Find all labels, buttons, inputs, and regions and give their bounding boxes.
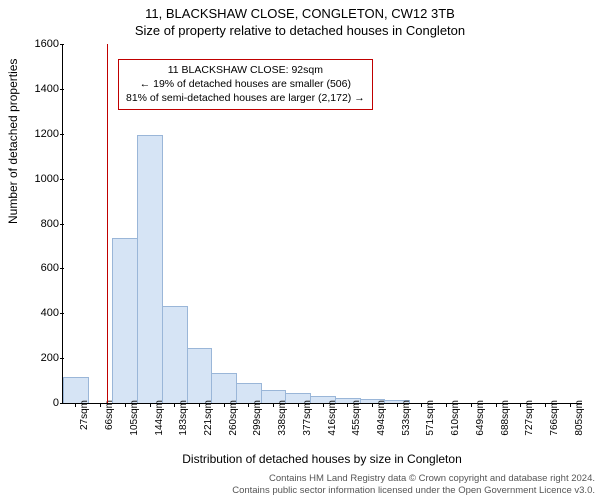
y-tick: 1400 — [25, 83, 59, 95]
y-tick: 0 — [25, 397, 59, 409]
x-tick: 494sqm — [376, 400, 387, 436]
x-tick-mark — [323, 403, 324, 407]
x-tick-mark — [372, 403, 373, 407]
attribution-footer: Contains HM Land Registry data © Crown c… — [5, 473, 595, 497]
x-tick-mark — [471, 403, 472, 407]
histogram-bar — [187, 348, 213, 403]
x-tick: 27sqm — [79, 400, 90, 430]
x-tick: 688sqm — [500, 400, 511, 436]
x-tick-mark — [248, 403, 249, 407]
chart-title-sub: Size of property relative to detached ho… — [0, 21, 600, 38]
x-tick-mark — [273, 403, 274, 407]
y-tick: 400 — [25, 307, 59, 319]
x-tick: 416sqm — [327, 400, 338, 436]
callout-line: ← 19% of detached houses are smaller (50… — [126, 77, 365, 91]
x-tick-mark — [199, 403, 200, 407]
plot-area: 0200400600800100012001400160027sqm66sqm1… — [62, 44, 582, 404]
x-tick: 766sqm — [549, 400, 560, 436]
x-tick: 299sqm — [252, 400, 263, 436]
x-tick: 183sqm — [178, 400, 189, 436]
histogram-chart: 11, BLACKSHAW CLOSE, CONGLETON, CW12 3TB… — [0, 0, 600, 500]
y-axis-label: Number of detached properties — [6, 59, 20, 224]
y-tick: 600 — [25, 262, 59, 274]
x-tick-mark — [570, 403, 571, 407]
x-tick: 221sqm — [203, 400, 214, 436]
x-axis-label: Distribution of detached houses by size … — [62, 452, 582, 466]
histogram-bar — [112, 238, 138, 403]
histogram-bar — [137, 135, 163, 403]
x-tick: 571sqm — [425, 400, 436, 436]
x-tick-mark — [174, 403, 175, 407]
x-tick-mark — [421, 403, 422, 407]
x-tick-mark — [125, 403, 126, 407]
x-tick: 455sqm — [351, 400, 362, 436]
footer-line-2: Contains public sector information licen… — [5, 485, 595, 497]
callout-line: 11 BLACKSHAW CLOSE: 92sqm — [126, 63, 365, 77]
y-tick: 200 — [25, 352, 59, 364]
x-tick-mark — [397, 403, 398, 407]
x-tick: 338sqm — [277, 400, 288, 436]
x-tick: 533sqm — [401, 400, 412, 436]
x-tick: 105sqm — [129, 400, 140, 436]
x-tick: 610sqm — [450, 400, 461, 436]
y-tick: 800 — [25, 218, 59, 230]
callout-line: 81% of semi-detached houses are larger (… — [126, 91, 365, 105]
x-tick-mark — [446, 403, 447, 407]
x-tick-mark — [150, 403, 151, 407]
x-tick-mark — [520, 403, 521, 407]
x-tick: 260sqm — [228, 400, 239, 436]
footer-line-1: Contains HM Land Registry data © Crown c… — [5, 473, 595, 485]
y-tick: 1000 — [25, 173, 59, 185]
x-tick: 727sqm — [524, 400, 535, 436]
x-tick-mark — [496, 403, 497, 407]
x-tick: 144sqm — [154, 400, 165, 436]
histogram-bar — [211, 373, 237, 403]
y-tick: 1200 — [25, 128, 59, 140]
x-tick-mark — [298, 403, 299, 407]
x-tick: 805sqm — [574, 400, 585, 436]
x-tick: 649sqm — [475, 400, 486, 436]
x-tick-mark — [224, 403, 225, 407]
x-tick-mark — [347, 403, 348, 407]
x-tick-mark — [545, 403, 546, 407]
x-tick: 66sqm — [104, 400, 115, 430]
chart-title-address: 11, BLACKSHAW CLOSE, CONGLETON, CW12 3TB — [0, 0, 600, 21]
x-tick-mark — [100, 403, 101, 407]
x-tick: 377sqm — [302, 400, 313, 436]
x-tick-mark — [75, 403, 76, 407]
property-callout: 11 BLACKSHAW CLOSE: 92sqm← 19% of detach… — [118, 59, 373, 110]
histogram-bar — [162, 306, 188, 403]
property-marker-line — [107, 44, 108, 403]
y-tick: 1600 — [25, 38, 59, 50]
